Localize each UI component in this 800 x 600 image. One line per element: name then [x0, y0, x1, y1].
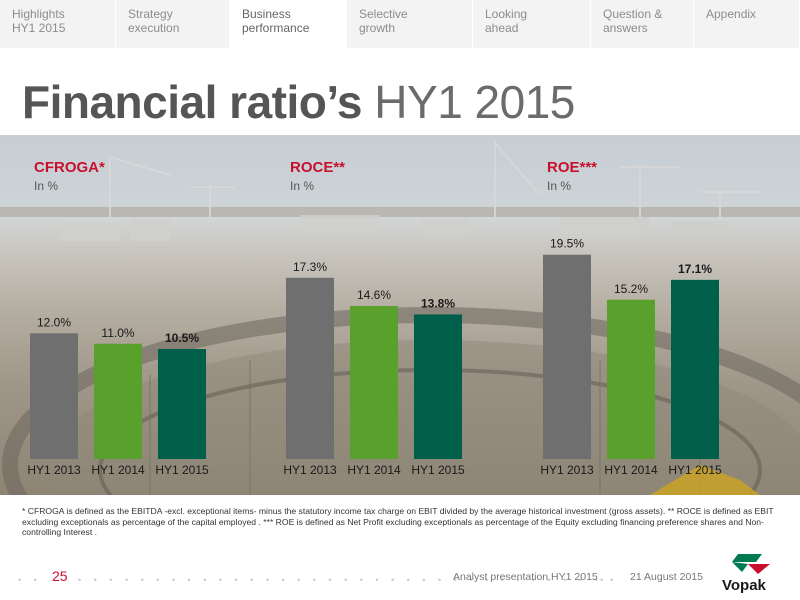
cfroga-value-label: 10.5%: [165, 331, 199, 345]
page-title-bold: Financial ratio’s: [22, 76, 363, 128]
tab-question-answers[interactable]: Question & answers: [591, 0, 694, 48]
roce-bar: [350, 306, 398, 459]
roe-value-label: 17.1%: [678, 262, 712, 276]
roe-value-label: 15.2%: [614, 282, 648, 296]
roe-value-label: 19.5%: [550, 237, 584, 251]
cfroga-bar: [158, 349, 206, 459]
presentation-name: Analyst presentation HY1 2015: [453, 571, 598, 583]
financial-ratio-charts: CFROGA* In % 12.0% HY1 2013 11.0% HY1 2014 10.…: [27, 159, 722, 477]
cfroga-bar: [94, 343, 142, 459]
roe-category-label: HY1 2015: [668, 463, 722, 477]
vopak-logo: Vopak: [722, 554, 770, 594]
vopak-logo-text: Vopak: [722, 577, 767, 594]
tab-appendix[interactable]: Appendix: [694, 0, 800, 48]
footer-dots-middle: • • • • • • • • • • • • • • • • • • • • …: [78, 575, 619, 585]
roce-category-label: HY1 2015: [411, 463, 465, 477]
roce-category-label: HY1 2013: [283, 463, 337, 477]
top-navigation: Highlights HY1 2015 Strategy execution B…: [0, 0, 800, 48]
tab-highlights[interactable]: Highlights HY1 2015: [0, 0, 116, 48]
cfroga-bar: [30, 333, 78, 459]
footnote: * CFROGA is defined as the EBITDA -excl.…: [22, 506, 774, 537]
roe-category-label: HY1 2014: [604, 463, 658, 477]
roce-category-label: HY1 2014: [347, 463, 401, 477]
cfroga-category-label: HY1 2015: [155, 463, 209, 477]
roce-bar: [414, 314, 462, 459]
roe-bar: [543, 254, 591, 459]
cfroga-chart-subtitle: In %: [34, 179, 58, 193]
roe-chart-subtitle: In %: [547, 179, 571, 193]
page-title-light: HY1 2015: [362, 76, 575, 128]
roce-bar: [286, 277, 334, 459]
roe-bar: [607, 299, 655, 459]
cfroga-category-label: HY1 2014: [91, 463, 145, 477]
tab-selective-growth[interactable]: Selective growth: [347, 0, 473, 48]
roe-bar: [671, 279, 719, 459]
roce-value-label: 14.6%: [357, 288, 391, 302]
roce-value-label: 13.8%: [421, 296, 455, 310]
footer-dots-right: •: [600, 575, 609, 585]
cfroga-value-label: 11.0%: [101, 326, 134, 340]
tab-business-performance[interactable]: Business performance: [230, 0, 347, 48]
roce-value-label: 17.3%: [293, 260, 327, 274]
page-number: 25: [52, 568, 68, 584]
page-title: Financial ratio’s HY1 2015: [22, 74, 575, 130]
presentation-date: 21 August 2015: [630, 571, 703, 583]
roce-chart-subtitle: In %: [290, 179, 314, 193]
tab-looking-ahead[interactable]: Looking ahead: [473, 0, 591, 48]
cfroga-value-label: 12.0%: [37, 315, 71, 329]
roe-category-label: HY1 2013: [540, 463, 594, 477]
roe-chart-title: ROE***: [547, 159, 597, 176]
cfroga-category-label: HY1 2013: [27, 463, 81, 477]
tab-strategy-execution[interactable]: Strategy execution: [116, 0, 230, 48]
footer-dots-left: • •: [18, 575, 42, 585]
cfroga-chart-title: CFROGA*: [34, 159, 105, 176]
roce-chart-title: ROCE**: [290, 159, 345, 176]
